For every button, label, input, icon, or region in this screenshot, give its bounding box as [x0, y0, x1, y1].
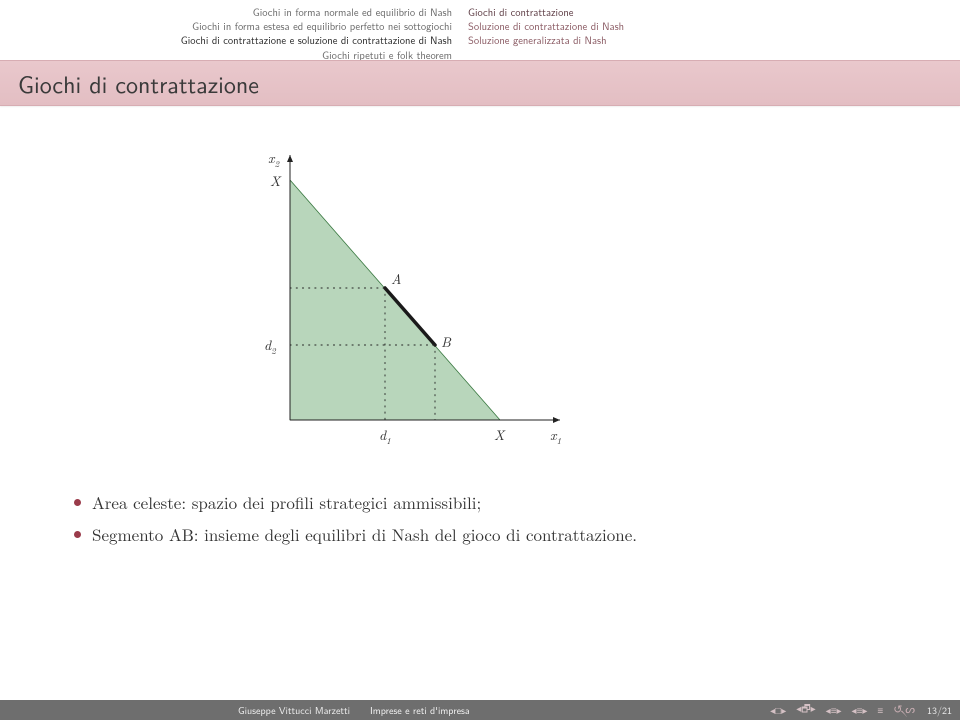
footer-nav: ◂□▸ ◂🗗▸ ◂≡▸ ◂≡▸ ≡ ↺​৲​ᔕ 13/21 — [760, 701, 960, 720]
section-item-active[interactable]: Giochi di contrattazione e soluzione di … — [0, 34, 452, 48]
section-item[interactable]: Giochi in forma normale ed equilibrio di… — [0, 6, 452, 20]
header-band: Giochi in forma normale ed equilibrio di… — [0, 0, 960, 69]
nav-next-icon[interactable]: ◂≡▸ — [852, 703, 868, 718]
svg-text:X: X — [270, 171, 282, 191]
bullet-text: Segmento AB: insieme degli equilibri di … — [92, 522, 637, 546]
nav-prev-icon[interactable]: ◂🗗▸ — [796, 701, 815, 719]
nav-mode-icon[interactable]: ≡ — [877, 703, 883, 718]
svg-text:d1: d1 — [379, 425, 391, 447]
footer-author: Giuseppe Vittucci Marzetti — [0, 703, 360, 718]
subsections-right: Giochi di contrattazione Soluzione di co… — [460, 0, 960, 55]
svg-text:B: B — [441, 332, 452, 352]
nav-first-icon[interactable]: ◂□▸ — [770, 703, 786, 718]
footer-bar: Giuseppe Vittucci Marzetti Imprese e ret… — [0, 700, 960, 720]
section-item[interactable]: Giochi in forma estesa ed equilibrio per… — [0, 20, 452, 34]
svg-text:x2: x2 — [268, 148, 280, 170]
nav-loop-icon[interactable]: ↺​৲​ᔕ — [893, 701, 913, 720]
svg-text:A: A — [391, 269, 401, 289]
subsection-item[interactable]: Soluzione generalizzata di Nash — [468, 34, 960, 48]
footer-course: Imprese e reti d'impresa — [360, 703, 760, 718]
frame-title: Giochi di contrattazione — [0, 66, 259, 101]
bargaining-diagram: x2Xd2d1Xx1AB — [230, 140, 600, 460]
bullet-item: Area celeste: spazio dei profili strateg… — [70, 490, 890, 516]
bullet-icon — [74, 499, 81, 506]
svg-text:d2: d2 — [264, 335, 276, 357]
bullet-list: Area celeste: spazio dei profili strateg… — [70, 490, 890, 553]
svg-text:X: X — [494, 425, 506, 445]
diagram-svg: x2Xd2d1Xx1AB — [230, 140, 600, 460]
sections-left: Giochi in forma normale ed equilibrio di… — [0, 0, 460, 69]
subsection-item-active[interactable]: Giochi di contrattazione — [468, 6, 960, 20]
bullet-text: Area celeste: spazio dei profili strateg… — [92, 490, 481, 514]
bullet-icon — [74, 531, 81, 538]
subsection-item[interactable]: Soluzione di contrattazione di Nash — [468, 20, 960, 34]
svg-text:x1: x1 — [550, 425, 562, 447]
main-content: x2Xd2d1Xx1AB Area celeste: spazio dei pr… — [0, 130, 960, 680]
page-number: 13/21 — [923, 703, 952, 718]
title-band: Giochi di contrattazione — [0, 60, 960, 106]
bullet-item: Segmento AB: insieme degli equilibri di … — [70, 522, 890, 548]
nav-back-icon[interactable]: ◂≡▸ — [826, 703, 842, 718]
